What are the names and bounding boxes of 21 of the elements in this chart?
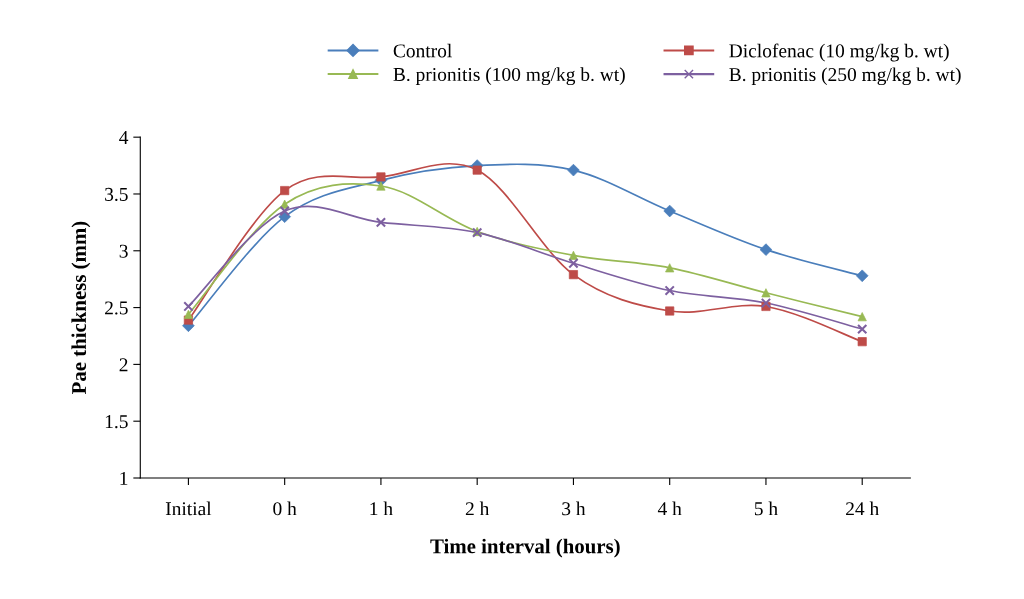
y-tick-label: 2.5 (105, 301, 128, 315)
y-tick-label: 2 (119, 358, 128, 372)
y-tick-label: 3 (119, 244, 128, 258)
y-axis-title: Pae thickness (mm) (71, 221, 91, 395)
x-tick-label: 2 h (465, 501, 490, 516)
y-tick-label: 1 (120, 471, 128, 485)
x-tick-label: 4 h (657, 501, 682, 516)
y-tick-label: 3.5 (105, 187, 128, 201)
x-tick-label: 1 h (370, 501, 393, 516)
x-tick-label: 24 h (846, 501, 879, 516)
x-tick-label: Initial (165, 501, 212, 516)
legend-label: Control (393, 43, 452, 58)
y-tick-label: 4 (119, 131, 129, 144)
x-tick-label: 5 h (754, 501, 778, 516)
legend-label: B. prionitis (250 mg/kg b. wt) (729, 67, 961, 86)
legend-label: Diclofenac (10 mg/kg b. wt) (729, 43, 949, 62)
x-tick-label: 3 h (562, 501, 586, 516)
legend-label: B. prionitis (100 mg/kg b. wt) (393, 67, 625, 86)
y-tick-label: 1.5 (105, 415, 128, 429)
x-tick-label: 0 h (273, 501, 297, 516)
x-axis-title: Time interval (hours) (430, 538, 620, 558)
